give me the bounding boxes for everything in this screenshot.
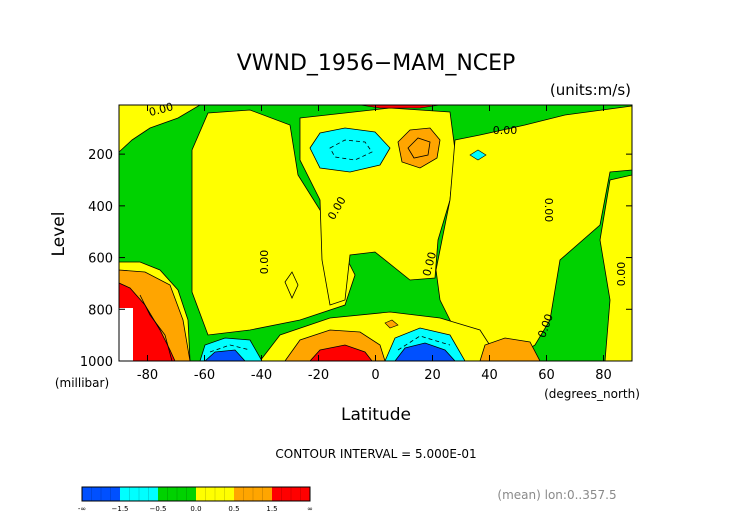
colorbar-swatch — [120, 487, 158, 501]
y-tick-label: 400 — [88, 200, 113, 215]
colorbar-label: 0.5 — [228, 505, 239, 513]
colorbar-label: ∞ — [307, 505, 313, 513]
colorbar-swatch — [158, 487, 196, 501]
positive-region-north — [435, 105, 632, 361]
x-tick-label: -20 — [308, 368, 329, 383]
colorbar-swatch — [234, 487, 272, 501]
y-tick-label: 800 — [88, 303, 113, 318]
dashed-contour-lower-south — [209, 344, 251, 353]
negative-region-small — [469, 149, 487, 161]
positive-region-blob — [284, 271, 299, 299]
colorbar-label: 1.5 — [266, 505, 277, 513]
red-region-top — [359, 105, 441, 109]
contour-field — [119, 105, 632, 361]
strong-negative-region-center — [394, 342, 456, 361]
x-axis-units: (degrees_north) — [544, 387, 640, 401]
x-tick-label: -80 — [137, 368, 158, 383]
colorbar-label: -∞ — [78, 505, 86, 513]
contour-label: 0.00 — [542, 198, 555, 223]
positive-region-far-north — [599, 174, 632, 361]
x-tick-label: 40 — [481, 368, 498, 383]
orange-region-lower-north — [479, 337, 541, 361]
y-axis-label: Level — [49, 212, 69, 257]
y-tick-label: 200 — [88, 148, 113, 163]
colorbar-label: 0.0 — [190, 505, 201, 513]
positive-region-upper-left — [119, 105, 201, 153]
dashed-contour-upper — [329, 139, 373, 161]
contour-interval-text: CONTOUR INTERVAL = 5.000E-01 — [275, 447, 476, 461]
orange-region-upper — [397, 127, 441, 169]
solid-contour-south — [139, 294, 173, 361]
chart-title: VWND_1956−MAM_NCEP — [237, 51, 516, 76]
colorbar-frame — [81, 486, 311, 502]
negative-region-upper — [309, 127, 391, 173]
colorbar-label: −1.5 — [112, 505, 129, 513]
colorbar-swatch — [196, 487, 234, 501]
colorbar: -∞ −1.5 −0.5 0.0 0.5 1.5 ∞ — [78, 486, 313, 513]
contour-label: 0.00 — [258, 250, 271, 275]
dashed-contour-lower-center — [397, 335, 451, 351]
y-tick-label: 600 — [88, 252, 113, 267]
x-tick-label: 0 — [371, 368, 379, 383]
red-region-center — [309, 344, 373, 361]
x-tick-label: 20 — [424, 368, 441, 383]
y-axis: 200 400 600 800 1000 — [80, 148, 632, 370]
x-tick-label: -40 — [251, 368, 272, 383]
y-axis-units: (millibar) — [55, 376, 109, 390]
mean-note: (mean) lon:0..357.5 — [497, 488, 616, 502]
colorbar-label: −0.5 — [150, 505, 167, 513]
contour-label: 0.00 — [420, 251, 439, 278]
contour-label: 0.00 — [615, 262, 628, 287]
contour-label: 0.00 — [493, 124, 518, 137]
y-tick-label: 1000 — [80, 355, 113, 370]
colorbar-swatch — [82, 487, 120, 501]
orange-region-small — [384, 319, 399, 329]
x-tick-label: 80 — [595, 368, 612, 383]
x-axis-label: Latitude — [341, 405, 411, 425]
x-tick-label: 60 — [538, 368, 555, 383]
x-axis: -80 -60 -40 -20 0 20 40 60 80 — [137, 105, 612, 383]
missing-data-area — [119, 308, 133, 361]
units-label: (units:m/s) — [550, 81, 631, 99]
strong-negative-region-south — [204, 349, 246, 361]
colorbar-swatch — [272, 487, 310, 501]
solid-contour-orange-upper — [407, 137, 431, 159]
x-tick-label: -60 — [194, 368, 215, 383]
